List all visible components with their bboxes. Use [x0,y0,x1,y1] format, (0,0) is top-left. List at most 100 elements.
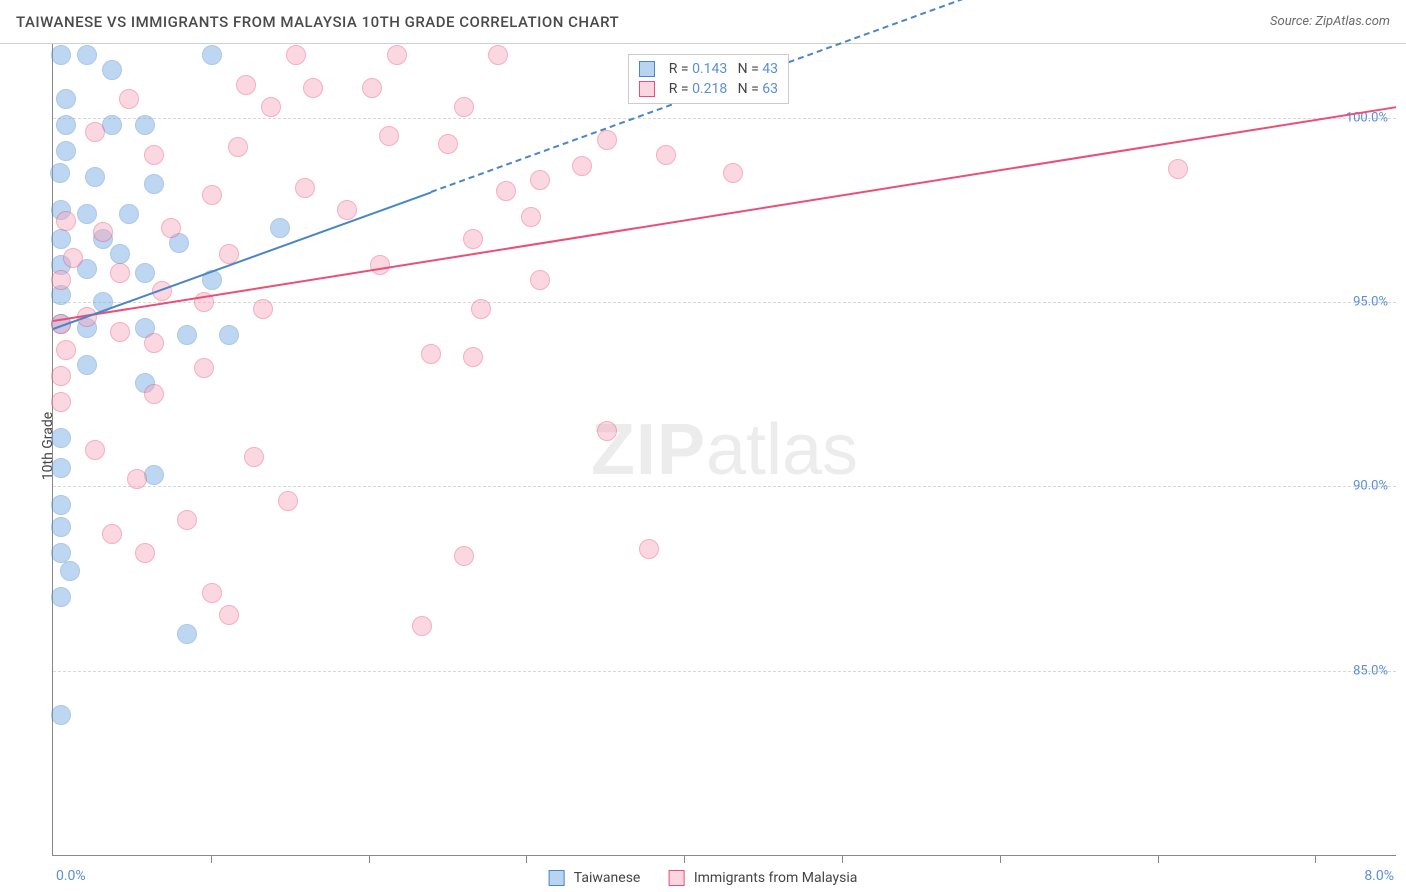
data-point [597,130,617,150]
watermark: ZIPatlas [591,409,858,491]
data-point [454,97,474,117]
data-point [51,270,71,290]
legend-item-malaysia: Immigrants from Malaysia [668,870,857,886]
data-point [261,97,281,117]
data-point [337,200,357,220]
data-point [236,75,256,95]
chart-title: TAIWANESE VS IMMIGRANTS FROM MALAYSIA 10… [16,13,619,31]
data-point [253,299,273,319]
stats-text: R = 0.143 N = 43 [669,61,778,77]
data-point [270,218,290,238]
x-tick [1158,855,1159,863]
legend-label-taiwanese: Taiwanese [574,870,641,886]
data-point [286,45,306,65]
data-point [161,218,181,238]
chart-header: TAIWANESE VS IMMIGRANTS FROM MALAYSIA 10… [0,0,1406,44]
data-point [177,624,197,644]
data-point [51,705,71,725]
data-point [177,325,197,345]
data-point [102,60,122,80]
data-point [56,115,76,135]
data-point [228,137,248,157]
data-point [51,587,71,607]
data-point [63,248,83,268]
data-point [530,170,550,190]
data-point [488,45,508,65]
x-axis-min-label: 0.0% [56,868,86,884]
stats-text: R = 0.218 N = 63 [669,81,778,97]
data-point [51,428,71,448]
watermark-atlas: atlas [706,410,858,490]
data-point [56,211,76,231]
trend-line [53,107,1396,323]
data-point [144,384,164,404]
x-tick [211,855,212,863]
data-point [597,421,617,441]
data-point [51,495,71,515]
data-point [454,546,474,566]
data-point [77,45,97,65]
scatter-plot-area: ZIPatlas 85.0%90.0%95.0%100.0%R = 0.143 … [52,44,1396,856]
legend-label-malaysia: Immigrants from Malaysia [694,870,858,886]
data-point [51,392,71,412]
x-tick [1000,855,1001,863]
data-point [110,244,130,264]
data-point [387,45,407,65]
data-point [135,263,155,283]
data-point [496,181,516,201]
y-tick-label: 95.0% [1353,295,1388,310]
data-point [85,440,105,460]
data-point [530,270,550,290]
data-point [51,229,71,249]
data-point [202,45,222,65]
data-point [50,163,70,183]
data-point [135,115,155,135]
data-point [56,89,76,109]
data-point [463,347,483,367]
legend-swatch-taiwanese [549,870,565,886]
data-point [60,561,80,581]
legend-swatch-malaysia [668,870,684,886]
data-point [656,145,676,165]
data-point [202,583,222,603]
data-point [370,255,390,275]
data-point [51,458,71,478]
x-tick [1315,855,1316,863]
data-point [471,299,491,319]
data-point [379,126,399,146]
chart-source: Source: ZipAtlas.com [1270,14,1390,29]
data-point [144,145,164,165]
data-point [421,344,441,364]
data-point [93,222,113,242]
x-axis-max-label: 8.0% [1364,868,1394,884]
x-tick [684,855,685,863]
data-point [244,447,264,467]
y-tick-label: 85.0% [1353,663,1388,678]
stats-swatch [639,61,655,77]
data-point [102,524,122,544]
data-point [295,178,315,198]
data-point [219,605,239,625]
data-point [194,358,214,378]
data-point [135,543,155,563]
data-point [639,539,659,559]
data-point [521,207,541,227]
data-point [110,322,130,342]
data-point [202,185,222,205]
stats-box: R = 0.143 N = 43 R = 0.218 N = 63 [628,54,789,104]
data-point [438,134,458,154]
data-point [51,45,71,65]
data-point [56,340,76,360]
gridline [53,118,1396,119]
data-point [362,78,382,98]
data-point [77,355,97,375]
data-point [85,122,105,142]
x-tick [369,855,370,863]
data-point [77,204,97,224]
legend: Taiwanese Immigrants from Malaysia [549,870,858,886]
data-point [1168,159,1188,179]
data-point [56,141,76,161]
data-point [219,325,239,345]
data-point [119,89,139,109]
data-point [85,167,105,187]
